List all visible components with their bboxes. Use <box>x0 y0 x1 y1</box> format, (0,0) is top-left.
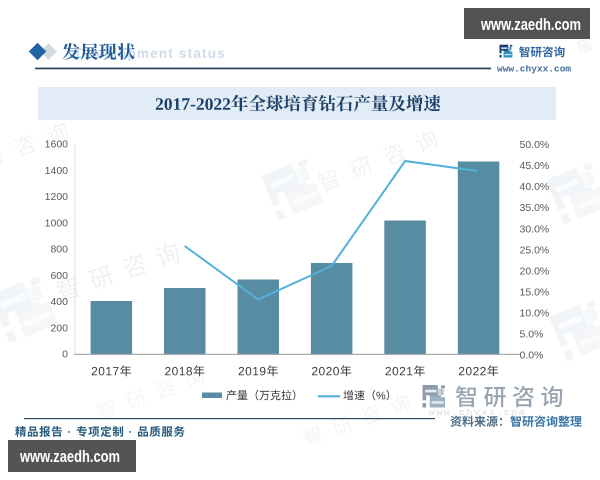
svg-text:20.0%: 20.0% <box>520 265 550 277</box>
svg-text:www.chyxx.com: www.chyxx.com <box>497 63 571 74</box>
svg-text:600: 600 <box>50 270 68 282</box>
svg-text:200: 200 <box>50 322 68 334</box>
svg-text:45.0%: 45.0% <box>520 160 550 172</box>
svg-text:0.0%: 0.0% <box>520 350 544 362</box>
svg-text:30.0%: 30.0% <box>520 223 550 235</box>
svg-text:10.0%: 10.0% <box>520 308 550 320</box>
svg-text:www.zaedh.com: www.zaedh.com <box>19 448 120 466</box>
svg-text:1000: 1000 <box>45 217 69 229</box>
svg-text:400: 400 <box>50 296 68 308</box>
svg-text:www.chyxx.com: www.chyxx.com <box>429 407 527 418</box>
svg-text:50.0%: 50.0% <box>520 139 550 151</box>
svg-text:5.0%: 5.0% <box>520 329 544 341</box>
svg-text:15.0%: 15.0% <box>520 287 550 299</box>
svg-text:40.0%: 40.0% <box>520 181 550 193</box>
svg-text:1400: 1400 <box>45 165 69 177</box>
svg-text:25.0%: 25.0% <box>520 244 550 256</box>
svg-text:1600: 1600 <box>45 139 69 151</box>
svg-text:www.zaedh.com: www.zaedh.com <box>480 16 581 34</box>
svg-text:0: 0 <box>62 349 68 361</box>
svg-text:800: 800 <box>50 244 68 256</box>
svg-text:1200: 1200 <box>45 191 69 203</box>
svg-text:Development status: Development status <box>76 46 226 61</box>
svg-text:35.0%: 35.0% <box>520 202 550 214</box>
